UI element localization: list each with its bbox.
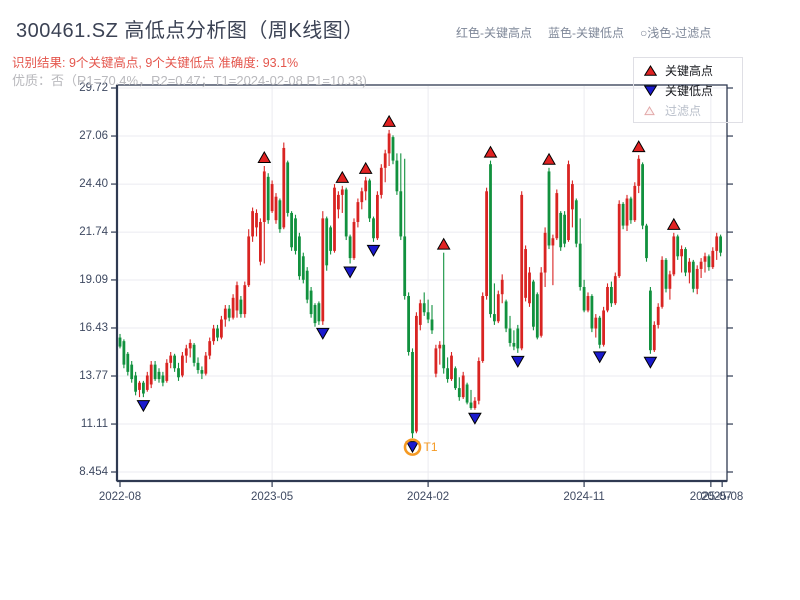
triangle-down-icon <box>644 85 657 96</box>
svg-text:2022-08: 2022-08 <box>99 491 141 503</box>
svg-text:8.454: 8.454 <box>79 466 108 478</box>
inline-legend-filtered: ○浅色-过滤点 <box>640 26 712 40</box>
axis-labels-layer: 29.72 27.06 24.40 21.74 19.09 16.43 13.77 11.11… <box>79 82 743 503</box>
inline-legend-key-high: 红色-关键高点 <box>456 26 532 40</box>
svg-text:16.43: 16.43 <box>79 322 108 334</box>
key-low-markers <box>136 244 658 454</box>
svg-text:24.40: 24.40 <box>79 178 108 190</box>
legend-item-key-low: 关键低点 <box>644 81 742 99</box>
triangle-hollow-icon <box>644 105 655 115</box>
svg-text:2024-11: 2024-11 <box>563 491 604 503</box>
legend-item-label: 关键低点 <box>665 83 714 98</box>
svg-text:2024-02: 2024-02 <box>407 491 449 503</box>
inline-legend: 红色-关键高点 蓝色-关键低点 ○浅色-过滤点 <box>456 24 711 41</box>
quality-text: 优质：否（R1=70.4%，R2=0.47；T1=2024-02-08 P1=1… <box>12 73 367 88</box>
legend-item-key-high: 关键高点 <box>644 61 742 79</box>
t1-annotation: T1 <box>403 438 438 456</box>
recognition-result-text: 识别结果: 9个关键高点, 9个关键低点 准确度: 93.1% <box>12 56 299 70</box>
legend-item-label: 关键高点 <box>665 63 714 78</box>
grid-layer <box>118 86 726 480</box>
candles-layer <box>118 129 722 439</box>
chart-legend: 关键高点 关键低点 过滤点 <box>633 57 743 123</box>
legend-item-label: 过滤点 <box>665 103 702 118</box>
page-title: 300461.SZ 高低点分析图（周K线图） <box>16 20 364 42</box>
svg-text:T1: T1 <box>424 440 438 454</box>
legend-item-filtered: 过滤点 <box>644 101 742 119</box>
svg-text:2025-08: 2025-08 <box>701 491 743 503</box>
svg-text:21.74: 21.74 <box>79 226 108 238</box>
svg-text:13.77: 13.77 <box>79 370 108 382</box>
triangle-up-icon <box>644 64 657 76</box>
axis-layer <box>111 84 733 487</box>
svg-text:2023-05: 2023-05 <box>251 491 293 503</box>
svg-text:27.06: 27.06 <box>79 130 108 142</box>
svg-text:29.72: 29.72 <box>79 82 108 94</box>
key-high-markers <box>257 114 681 250</box>
svg-text:11.11: 11.11 <box>81 418 108 430</box>
svg-text:19.09: 19.09 <box>79 274 108 286</box>
inline-legend-key-low: 蓝色-关键低点 <box>548 26 624 40</box>
svg-text:2025-07: 2025-07 <box>690 491 732 503</box>
